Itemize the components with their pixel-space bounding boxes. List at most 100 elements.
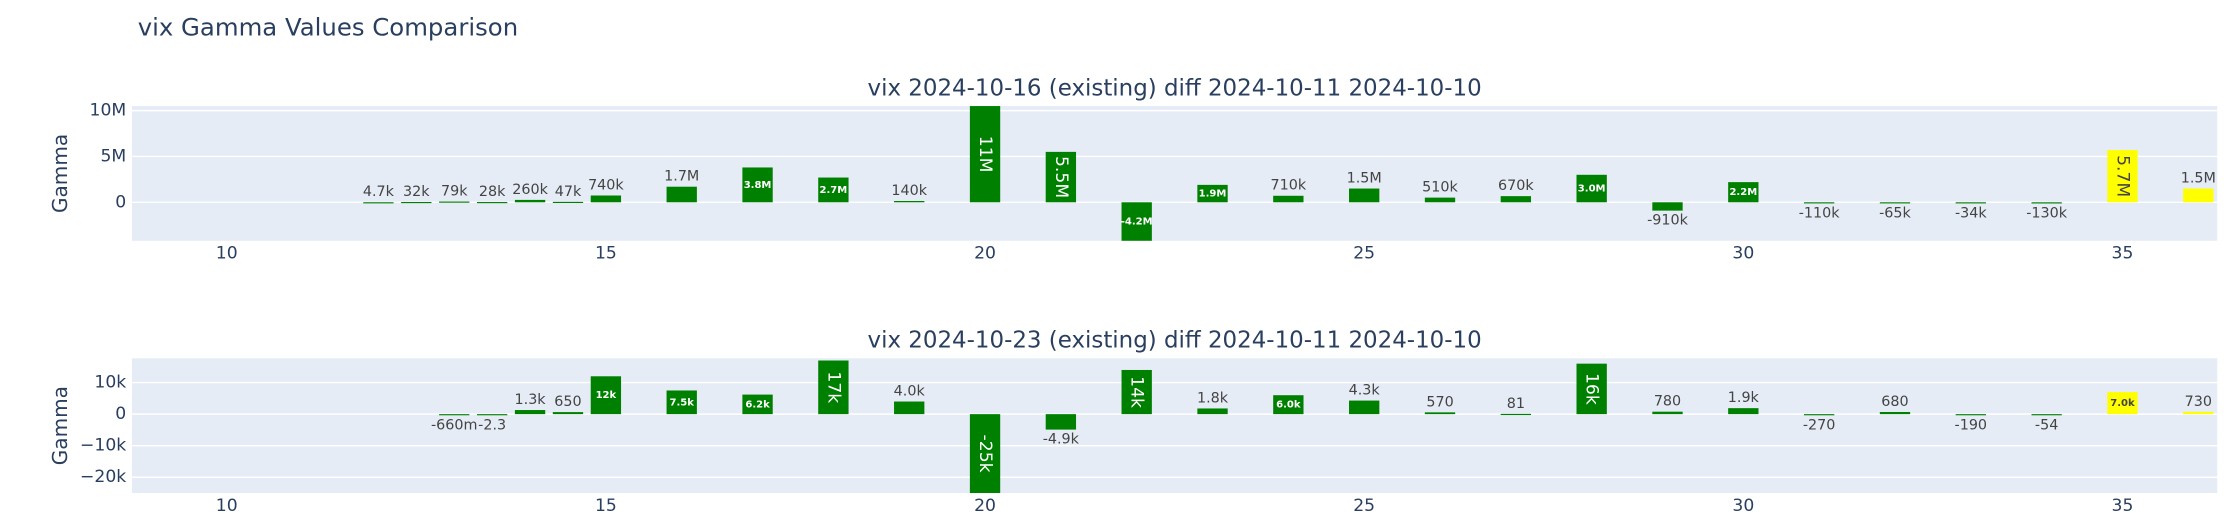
bar (1273, 395, 1304, 415)
data-label: 14k (1127, 376, 1147, 408)
data-label: -54 (2035, 417, 2058, 433)
plot-area (131, 106, 2218, 241)
bar (2107, 150, 2138, 203)
x-tick-label: 15 (595, 244, 617, 264)
data-label: -65k (1879, 205, 1911, 221)
bar (1879, 411, 1911, 415)
data-label: 780 (1654, 394, 1681, 410)
y-tick-label: 10M (90, 101, 127, 121)
bar (1349, 400, 1380, 415)
data-label: 17k (823, 371, 843, 403)
data-label: 570 (1426, 394, 1453, 410)
data-label: 3.8M (744, 180, 772, 191)
figure-title: vix Gamma Values Comparison (138, 13, 518, 42)
data-label: 510k (1422, 180, 1458, 196)
bar (2183, 411, 2214, 415)
bar (1424, 197, 1456, 203)
x-tick-label: 10 (216, 496, 238, 516)
y-tick-label: 10k (94, 373, 126, 393)
data-label: 1.7M (664, 169, 699, 185)
bar (363, 202, 394, 204)
bar (1879, 202, 1911, 204)
bar (818, 360, 849, 415)
y-axis-title: Gamma (48, 386, 72, 465)
data-label: 32k (403, 184, 430, 200)
subplot-title: vix 2024-10-23 (existing) diff 2024-10-1… (868, 328, 1482, 354)
data-label: -4.9k (1043, 432, 1080, 448)
bar (969, 414, 1001, 494)
bar (514, 199, 546, 203)
data-label: 5.5M (1051, 156, 1071, 198)
data-label: 730 (2185, 394, 2212, 410)
bar (969, 106, 1001, 203)
bar (742, 394, 773, 415)
bar (818, 177, 849, 203)
data-label: 11M (975, 136, 995, 173)
x-tick-label: 10 (216, 244, 238, 264)
data-label: -34k (1955, 205, 1987, 221)
bar (1652, 411, 1683, 415)
bar (439, 201, 470, 203)
bar (894, 201, 925, 203)
data-label: -660m (431, 417, 477, 433)
x-tick-label: 15 (595, 496, 617, 516)
data-label: -25k (975, 435, 995, 473)
bar (1121, 369, 1152, 415)
bar (590, 195, 622, 203)
bar (1500, 413, 1532, 416)
data-label: -130k (2026, 206, 2068, 222)
data-label: 1.5M (2181, 171, 2216, 187)
data-label: 4.3k (1349, 383, 1381, 399)
plot-area (131, 358, 2218, 494)
data-label: 1.9k (1728, 390, 1760, 406)
y-tick-label: 0 (115, 192, 126, 212)
data-label: 650 (554, 394, 581, 410)
data-label: 2.2M (1729, 187, 1757, 198)
y-tick-label: −20k (80, 467, 126, 487)
data-label: 7.0k (2110, 398, 2135, 409)
bar (1803, 202, 1835, 204)
data-label: -4.2M (1121, 217, 1153, 228)
bar (894, 401, 925, 415)
bar (1197, 184, 1228, 203)
bar (2031, 202, 2062, 204)
data-label: 670k (1498, 178, 1534, 194)
bar (1500, 196, 1532, 203)
bar (552, 412, 584, 415)
data-label: 79k (441, 184, 468, 200)
y-tick-label: 0 (115, 404, 126, 424)
bar (590, 376, 622, 415)
data-label: 260k (512, 182, 548, 198)
data-label: 6.2k (745, 399, 770, 410)
data-label: -190 (1955, 417, 1988, 433)
bar (1424, 412, 1456, 415)
bar (1728, 408, 1759, 415)
bar (1955, 414, 1986, 416)
data-label: 740k (588, 177, 624, 193)
bar (1045, 414, 1077, 430)
data-label: 16k (1582, 373, 1602, 405)
data-label: 1.5M (1347, 171, 1382, 187)
bar (514, 410, 546, 415)
data-label: 47k (555, 184, 582, 200)
data-label: 4.0k (894, 383, 926, 399)
subplot-title: vix 2024-10-16 (existing) diff 2024-10-1… (868, 75, 1482, 101)
data-label: 1.9M (1199, 189, 1227, 200)
bar (1273, 195, 1304, 203)
data-label: 5.7M (2112, 155, 2132, 197)
bar (552, 201, 584, 204)
x-tick-label: 30 (1732, 244, 1754, 264)
data-label: 6.0k (1276, 400, 1301, 411)
bar (1576, 174, 1607, 203)
bar (666, 390, 697, 415)
x-tick-label: 25 (1353, 244, 1375, 264)
y-axis-title: Gamma (48, 134, 72, 213)
bar (1955, 202, 1986, 204)
data-label: 680 (1881, 394, 1908, 410)
data-label: 1.8k (1197, 390, 1229, 406)
bar (666, 186, 697, 203)
data-label: 12k (596, 390, 617, 401)
bar (476, 414, 508, 416)
data-label: -2.3 (478, 417, 506, 433)
